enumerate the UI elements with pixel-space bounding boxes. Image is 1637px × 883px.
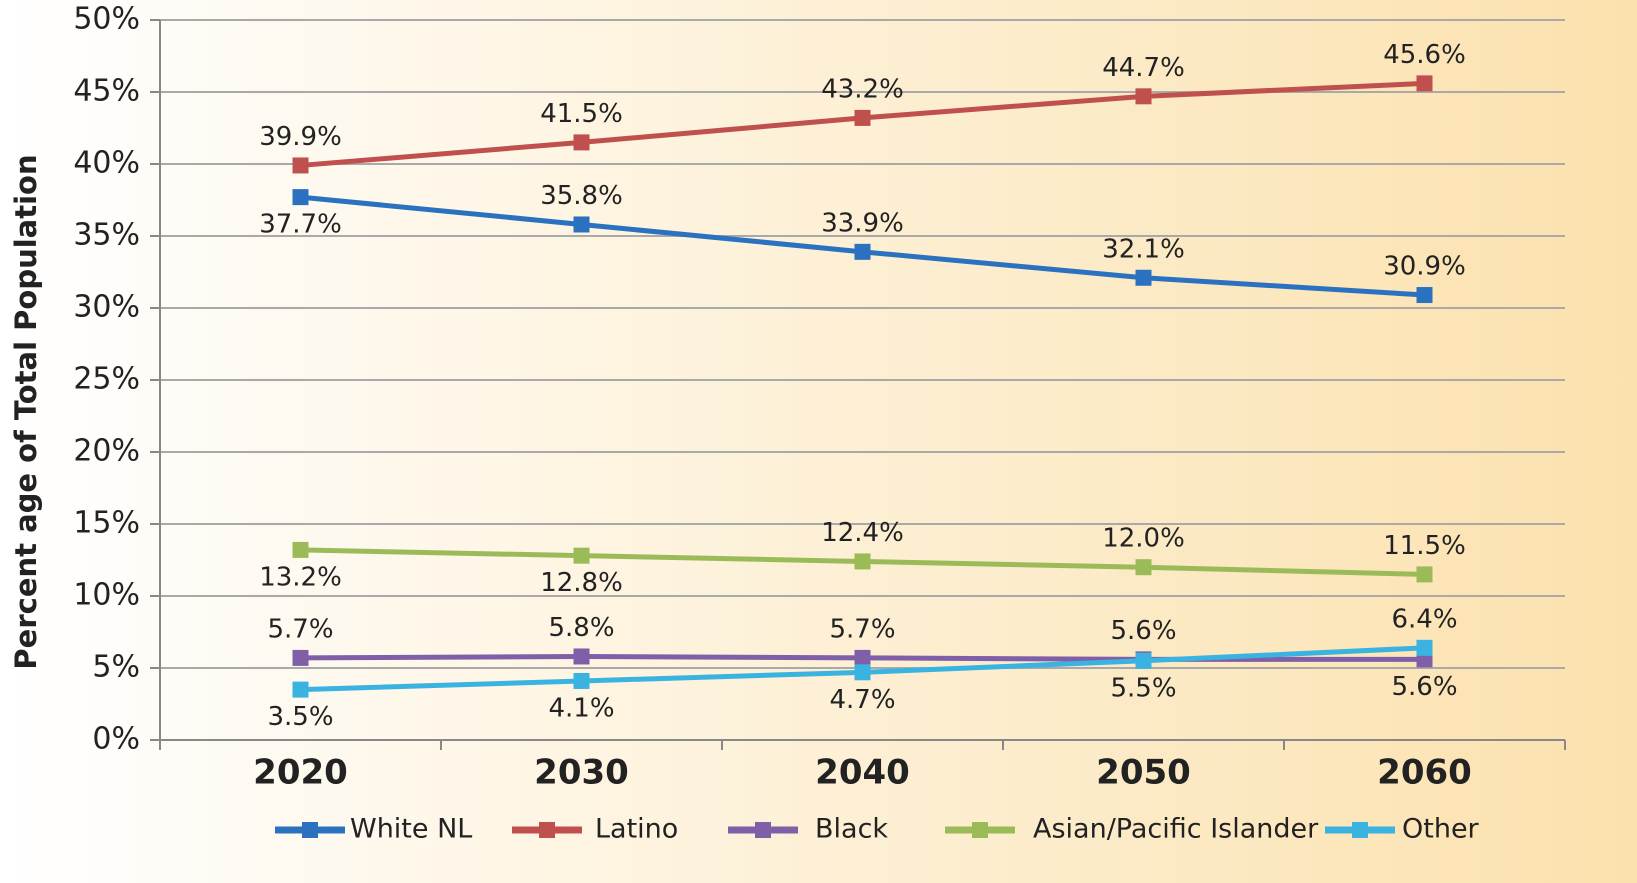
y-tick-label: 5% [92, 650, 140, 685]
legend-marker [1352, 822, 1368, 838]
value-label: 41.5% [540, 99, 623, 129]
marker [1135, 88, 1152, 105]
value-label: 11.5% [1383, 531, 1466, 561]
y-tick-label: 40% [73, 146, 140, 181]
marker [1135, 269, 1152, 286]
value-label: 5.8% [548, 613, 614, 643]
legend-label: Latino [595, 814, 678, 845]
y-tick-label: 0% [92, 722, 140, 757]
marker [1416, 75, 1433, 92]
legend-label: White NL [350, 814, 472, 845]
legend-label: Black [815, 814, 888, 845]
value-label: 32.1% [1102, 234, 1185, 264]
value-label: 6.4% [1391, 604, 1457, 634]
marker [854, 553, 871, 570]
value-label: 5.5% [1110, 673, 1176, 703]
value-label: 4.1% [548, 693, 614, 723]
marker [1135, 559, 1152, 576]
marker [292, 157, 309, 174]
y-tick-label: 50% [73, 2, 140, 37]
value-label: 37.7% [259, 210, 342, 240]
value-label: 35.8% [540, 181, 623, 211]
marker [292, 649, 309, 666]
legend-marker [539, 822, 555, 838]
marker [573, 216, 590, 233]
value-label: 4.7% [829, 685, 895, 715]
marker [292, 681, 309, 698]
y-tick-label: 35% [73, 218, 140, 253]
value-label: 43.2% [821, 74, 904, 104]
x-tick-label: 2030 [534, 753, 629, 793]
value-label: 12.0% [1102, 524, 1185, 554]
legend-marker [755, 822, 771, 838]
x-tick-label: 2060 [1377, 753, 1472, 793]
value-label: 44.7% [1102, 53, 1185, 83]
x-tick-label: 2040 [815, 753, 910, 793]
legend-marker [972, 822, 988, 838]
marker [1416, 287, 1433, 304]
marker [854, 243, 871, 260]
value-label: 33.9% [821, 208, 904, 238]
marker [292, 541, 309, 558]
y-tick-label: 45% [73, 74, 140, 109]
marker [854, 109, 871, 126]
marker [854, 664, 871, 681]
value-label: 13.2% [259, 562, 342, 592]
value-label: 30.9% [1383, 252, 1466, 282]
value-label: 5.7% [829, 614, 895, 644]
value-label: 12.4% [821, 518, 904, 548]
y-tick-label: 10% [73, 578, 140, 613]
legend-marker [302, 822, 318, 838]
legend-label: Asian/Pacific Islander [1033, 814, 1319, 845]
value-label: 5.6% [1110, 616, 1176, 646]
marker [292, 189, 309, 206]
value-label: 39.9% [259, 122, 342, 152]
y-tick-label: 20% [73, 434, 140, 469]
marker [1416, 566, 1433, 583]
value-label: 45.6% [1383, 40, 1466, 70]
y-axis-label: Percent age of Total Population [9, 154, 43, 669]
value-label: 3.5% [267, 702, 333, 732]
marker [573, 134, 590, 151]
marker [573, 672, 590, 689]
marker [854, 649, 871, 666]
y-tick-label: 25% [73, 362, 140, 397]
marker [1416, 639, 1433, 656]
value-label: 5.6% [1391, 672, 1457, 702]
x-tick-label: 2020 [253, 753, 348, 793]
marker [573, 648, 590, 665]
value-label: 12.8% [540, 568, 623, 598]
y-tick-label: 30% [73, 290, 140, 325]
x-tick-label: 2050 [1096, 753, 1191, 793]
legend-label: Other [1402, 814, 1480, 845]
marker [1135, 652, 1152, 669]
y-tick-label: 15% [73, 506, 140, 541]
marker [573, 547, 590, 564]
value-label: 5.7% [267, 614, 333, 644]
